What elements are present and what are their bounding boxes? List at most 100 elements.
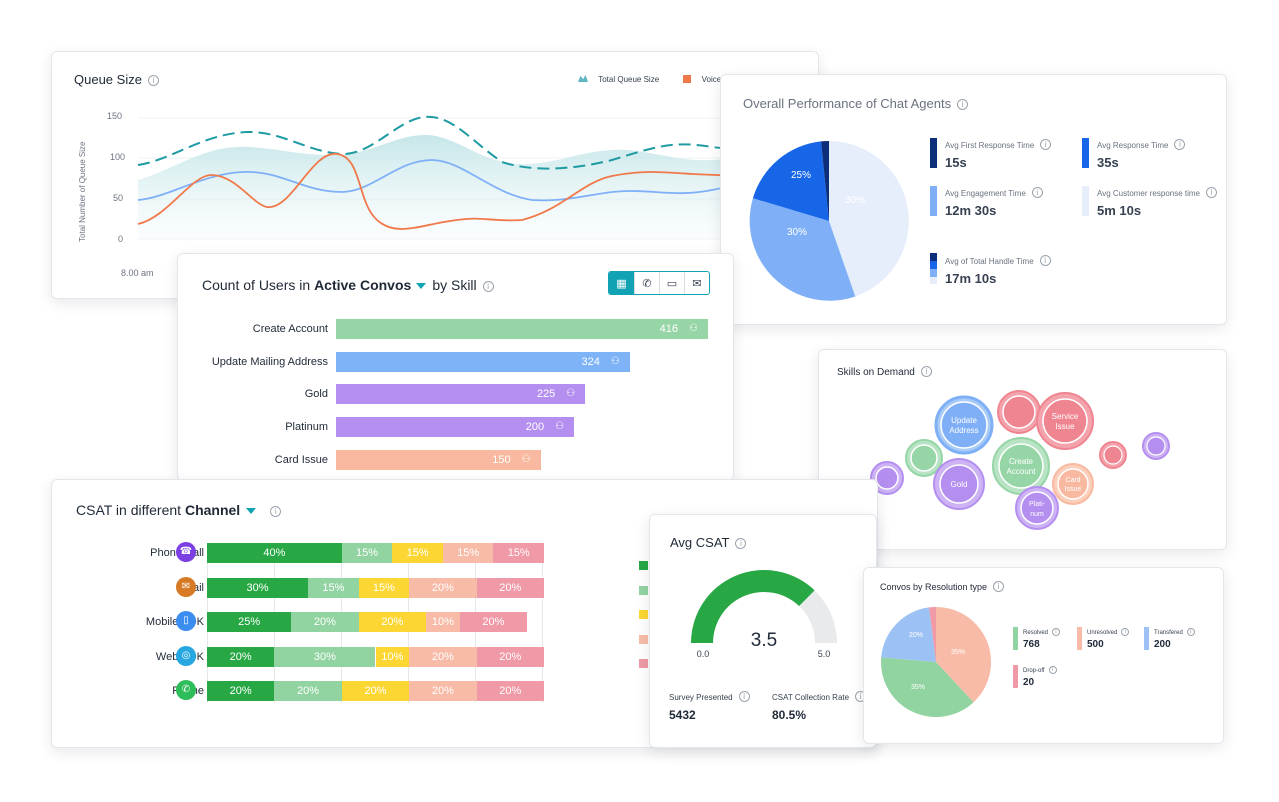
csat-segment[interactable]: 20% — [358, 612, 427, 632]
info-icon[interactable]: i — [270, 506, 282, 517]
bubble-purple-left[interactable] — [870, 461, 904, 495]
resolution-label: Resolved i — [1023, 628, 1061, 636]
bubble-platinum[interactable]: Plati-num — [1015, 486, 1059, 530]
resolution-swatch — [1013, 665, 1018, 688]
bubble-gold[interactable]: Gold — [933, 458, 985, 510]
chat-performance-card: Overall Performance of Chat Agents i 25% … — [720, 74, 1227, 325]
csat-segment[interactable]: 20% — [207, 646, 275, 667]
csat-segment[interactable]: 20% — [409, 646, 477, 667]
phone-icon[interactable]: ✆ — [634, 272, 659, 294]
bubble-purple-right[interactable] — [1142, 432, 1170, 460]
info-icon[interactable]: i — [1052, 628, 1061, 636]
csat-segment[interactable]: 40% — [207, 543, 342, 563]
mail-icon[interactable]: ✉ — [684, 272, 709, 294]
pie-label-res: 35% — [911, 684, 925, 691]
csat-segment[interactable]: 15% — [493, 543, 544, 563]
csat-segment[interactable]: 30% — [207, 577, 309, 598]
channel-toolbar: ▦ ✆ ▭ ✉ — [608, 271, 710, 295]
svg-text:Account: Account — [1007, 467, 1037, 476]
grid-icon[interactable]: ▦ — [609, 272, 634, 294]
info-icon[interactable]: i — [147, 75, 159, 86]
chat-icon[interactable]: ▭ — [659, 272, 684, 294]
csat-segment[interactable]: 20% — [476, 577, 544, 598]
info-icon[interactable]: i — [1048, 666, 1057, 674]
csat-segment[interactable]: 10% — [375, 646, 410, 667]
csat-row: Web SDK◎20%30%10%20%20% — [52, 645, 572, 667]
metric-label: Avg Response Time i — [1097, 139, 1186, 150]
skill-bar-row: Gold 225 ⚇ — [178, 384, 738, 405]
bubble-green-small[interactable] — [905, 439, 943, 477]
csat-title: CSAT in different Channel i — [76, 502, 282, 518]
csat-segment[interactable]: 15% — [341, 543, 393, 563]
info-icon[interactable]: i — [993, 581, 1005, 592]
info-icon[interactable]: i — [957, 99, 969, 110]
csat-segment[interactable]: 30% — [274, 646, 376, 667]
csat-segment[interactable]: 20% — [476, 646, 544, 667]
resolution-value: 768 — [1023, 639, 1040, 650]
info-icon[interactable]: i — [735, 538, 747, 549]
skill-label: Gold — [304, 388, 328, 401]
resolution-value: 500 — [1087, 639, 1104, 650]
caret-down-icon[interactable] — [416, 283, 427, 289]
pie-slice-light — [823, 141, 909, 297]
csat-segment[interactable]: 20% — [409, 681, 477, 701]
csat-segment[interactable]: 20% — [459, 612, 528, 632]
csat-segment[interactable]: 15% — [358, 577, 410, 598]
csat-segment[interactable]: 20% — [341, 681, 410, 701]
resolution-swatch — [1013, 627, 1018, 650]
metric-label: Avg of Total Handle Time i — [945, 255, 1051, 266]
bubble-card-issue[interactable]: Card Issue — [1052, 463, 1094, 505]
caret-down-icon[interactable] — [246, 508, 257, 514]
csat-segment[interactable]: 15% — [308, 577, 359, 598]
info-icon[interactable]: i — [1040, 139, 1052, 150]
ytick-100: 100 — [110, 152, 125, 162]
skill-bar[interactable]: 416 ⚇ — [336, 319, 708, 339]
svg-text:Issue: Issue — [1065, 486, 1082, 493]
metric-swatch — [930, 186, 937, 216]
csat-segment[interactable]: 20% — [291, 612, 359, 632]
metric-swatch — [930, 138, 937, 168]
info-icon[interactable]: i — [1121, 628, 1130, 636]
info-icon[interactable]: i — [1186, 628, 1195, 636]
info-icon[interactable]: i — [920, 366, 932, 377]
info-icon[interactable]: i — [738, 691, 750, 702]
skill-bar[interactable]: 150 ⚇ — [336, 449, 541, 470]
whatsapp-icon: ✆ — [176, 680, 196, 700]
skill-bar[interactable]: 200 ⚇ — [336, 417, 575, 438]
gauge-min: 0.0 — [697, 649, 710, 659]
csat-row: Mobile SDK ▯ 25% 20% 20% 10% 20% — [52, 611, 572, 632]
info-icon[interactable]: i — [1031, 187, 1043, 198]
survey-value: 5432 — [669, 708, 696, 722]
csat-segment[interactable]: 20% — [274, 681, 342, 701]
performance-pie: 25% 30% 30% — [749, 141, 909, 301]
csat-segment[interactable]: 10% — [426, 612, 460, 632]
csat-segment[interactable]: 15% — [442, 543, 494, 563]
skill-bar[interactable]: 324 ⚇ — [336, 351, 630, 372]
csat-segment[interactable]: 20% — [409, 577, 477, 598]
active-convos-dropdown[interactable]: Active Convos — [314, 277, 412, 293]
pie-slice-blue — [752, 141, 829, 221]
metric-value: 35s — [1097, 155, 1119, 170]
survey-label: Survey Presented i — [669, 691, 750, 702]
csat-segment[interactable]: 20% — [476, 681, 544, 701]
resolution-card: Convos by Resolution type i 35% 35% 20% R… — [863, 567, 1224, 744]
info-icon[interactable]: i — [482, 281, 494, 292]
csat-segment[interactable]: 20% — [207, 681, 275, 701]
pie-slice-unresolved — [936, 607, 991, 703]
bubble-red-right[interactable] — [1099, 441, 1127, 469]
info-icon[interactable]: i — [1039, 255, 1051, 266]
csat-gauge: 3.5 0.0 5.0 — [691, 570, 837, 659]
skill-label: Platinum — [285, 421, 328, 434]
info-icon[interactable]: i — [1174, 139, 1186, 150]
bubble-red-small[interactable] — [997, 390, 1041, 434]
skill-bar-row: Create Account 416 ⚇ — [178, 319, 738, 339]
csat-segment[interactable]: 15% — [392, 543, 443, 563]
csat-segment[interactable]: 25% — [207, 612, 292, 632]
pie-label-25: 25% — [791, 170, 811, 181]
channel-dropdown[interactable]: Channel — [184, 502, 241, 518]
skill-bar[interactable]: 225 ⚇ — [336, 384, 586, 405]
info-icon[interactable]: i — [1206, 187, 1218, 198]
